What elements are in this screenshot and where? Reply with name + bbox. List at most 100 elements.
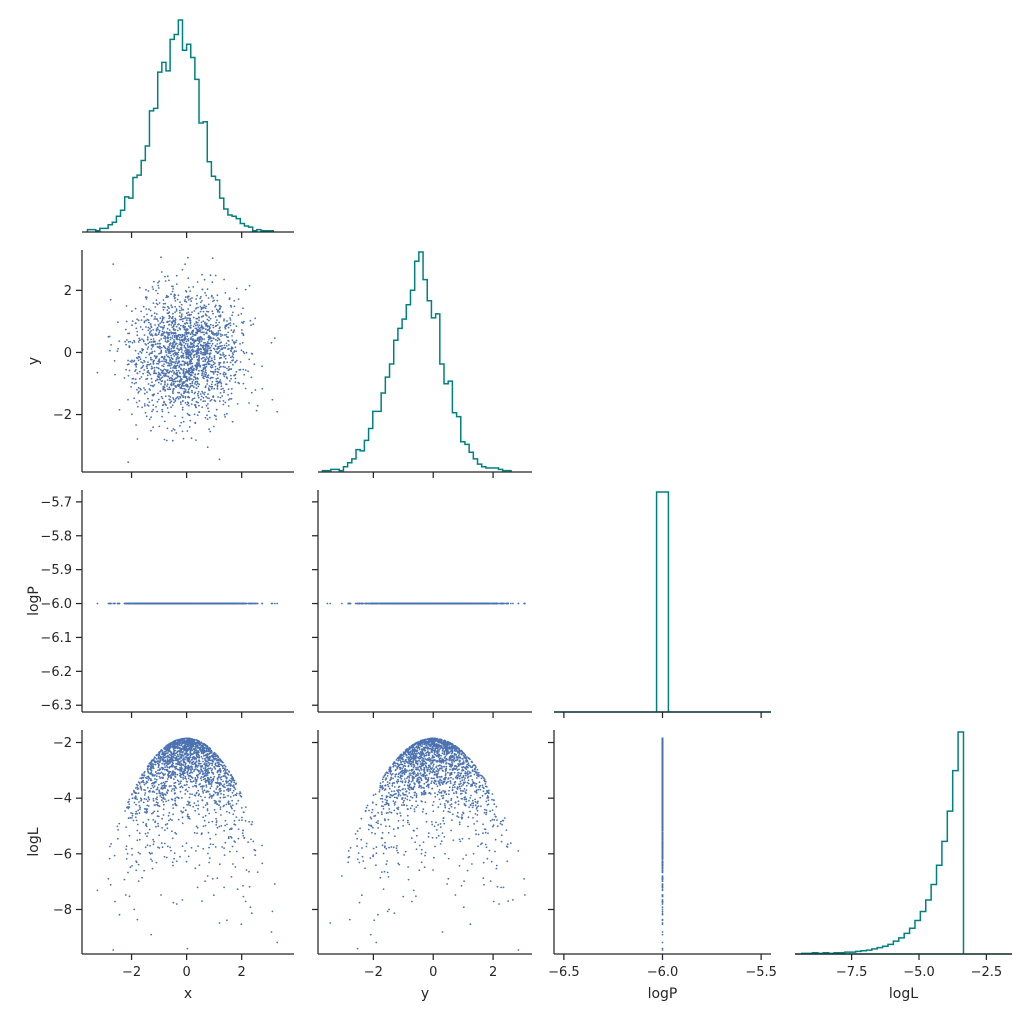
scatter-point	[170, 383, 172, 386]
scatter-point	[181, 416, 184, 419]
scatter-point	[212, 324, 215, 327]
scatter-point	[172, 312, 174, 315]
scatter-point	[190, 359, 193, 361]
scatter-point	[133, 341, 136, 343]
scatter-point	[195, 298, 198, 300]
scatter-point	[173, 401, 176, 404]
scatter-point	[182, 360, 185, 363]
scatter-point	[141, 349, 144, 352]
scatter-point	[215, 332, 218, 334]
scatter-point	[206, 414, 208, 417]
scatter-point	[175, 397, 177, 400]
scatter-point	[159, 326, 162, 328]
scatter-point	[217, 346, 220, 349]
scatter-point	[190, 367, 192, 370]
scatter-point	[185, 368, 188, 371]
scatter-point	[149, 309, 152, 312]
scatter-point	[180, 315, 183, 317]
scatter-point	[197, 392, 199, 395]
scatter-point	[188, 404, 190, 407]
scatter-point	[223, 371, 226, 374]
scatter-point	[205, 322, 208, 325]
scatter-point	[163, 368, 166, 371]
scatter-point	[216, 373, 219, 376]
scatter-point	[163, 337, 165, 339]
scatter-point	[171, 360, 174, 363]
scatter-point	[164, 280, 167, 282]
scatter-point	[202, 396, 205, 399]
scatter-point	[197, 345, 200, 348]
scatter-point	[158, 280, 161, 283]
scatter-point	[180, 351, 183, 353]
scatter-point	[163, 324, 166, 327]
scatter-point	[242, 334, 245, 337]
scatter-point	[136, 318, 139, 321]
scatter-point	[207, 310, 210, 313]
scatter-point	[214, 338, 217, 341]
scatter-point	[197, 602, 199, 605]
scatter-point	[204, 375, 207, 378]
scatter-point	[154, 332, 157, 335]
scatter-point	[135, 366, 138, 368]
scatter-point	[201, 372, 204, 375]
scatter-point	[158, 325, 160, 327]
scatter-point	[249, 319, 252, 322]
scatter-point	[138, 400, 141, 402]
scatter-point	[172, 328, 175, 331]
scatter-point	[170, 332, 173, 335]
scatter-point	[176, 352, 179, 355]
scatter-point	[213, 414, 216, 417]
scatter-point	[187, 602, 190, 605]
scatter-point	[154, 316, 157, 318]
scatter-point	[151, 399, 154, 402]
scatter-point	[147, 361, 149, 363]
scatter-point	[203, 351, 206, 354]
scatter-point	[162, 302, 165, 305]
scatter-point	[179, 334, 182, 337]
scatter-point	[172, 369, 174, 372]
scatter-point	[209, 370, 212, 373]
scatter-point	[174, 331, 177, 334]
scatter-point	[196, 351, 199, 354]
scatter-point	[224, 416, 227, 418]
scatter-point	[206, 446, 209, 449]
scatter-point	[157, 398, 160, 401]
scatter-point	[218, 400, 221, 403]
scatter-point	[125, 343, 127, 346]
scatter-point	[238, 382, 241, 385]
scatter-point	[196, 317, 199, 320]
scatter-point	[188, 387, 191, 389]
scatter-point	[201, 337, 204, 340]
scatter-point	[157, 371, 160, 374]
scatter-point	[107, 602, 110, 605]
scatter-point	[183, 326, 186, 329]
scatter-point	[162, 306, 165, 309]
scatter-point	[141, 348, 143, 350]
scatter-point	[182, 420, 185, 423]
scatter-point	[142, 364, 145, 367]
scatter-point	[153, 369, 156, 372]
scatter-point	[204, 602, 207, 605]
scatter-point	[205, 294, 208, 297]
scatter-point	[161, 415, 164, 418]
scatter-point	[168, 379, 171, 382]
scatter-point	[220, 356, 223, 359]
scatter-point	[177, 334, 179, 337]
scatter-point	[150, 326, 153, 329]
scatter-point	[159, 347, 161, 350]
scatter-point	[151, 346, 154, 348]
scatter-point	[181, 400, 184, 403]
scatter-point	[125, 368, 127, 371]
scatter-point	[182, 371, 185, 374]
scatter-point	[161, 319, 164, 322]
scatter-point	[142, 340, 145, 343]
scatter-point	[189, 322, 192, 325]
scatter-point	[202, 400, 205, 403]
scatter-point	[205, 404, 208, 407]
scatter-point	[161, 397, 164, 400]
scatter-point	[195, 332, 198, 335]
scatter-point	[240, 349, 243, 352]
scatter-point	[166, 355, 169, 358]
scatter-point	[150, 367, 153, 370]
scatter-point	[170, 354, 173, 357]
